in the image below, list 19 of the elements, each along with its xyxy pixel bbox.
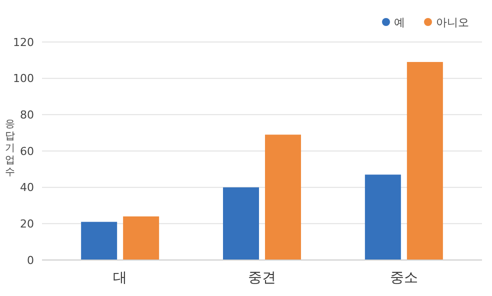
- y-tick-label: 120: [13, 36, 34, 49]
- legend-label: 아니오: [436, 16, 469, 29]
- y-tick-label: 20: [20, 218, 34, 231]
- legend-label: 예: [394, 16, 405, 29]
- bar: [81, 222, 118, 260]
- bar: [364, 174, 401, 260]
- y-axis-title: 응답기업수: [5, 119, 15, 178]
- x-tick-label: 중소: [390, 270, 418, 286]
- bar: [223, 187, 259, 260]
- x-tick-label: 중견: [248, 270, 276, 286]
- y-tick-label: 80: [20, 108, 34, 122]
- x-tick-label: 대: [113, 270, 128, 286]
- y-tick-label: 60: [20, 144, 34, 158]
- y-tick-label: 40: [20, 181, 34, 194]
- bar: [123, 216, 160, 260]
- y-tick-label: 0: [27, 254, 34, 267]
- bar: [406, 62, 443, 260]
- y-tick-label: 100: [13, 72, 34, 86]
- bar: [265, 134, 301, 260]
